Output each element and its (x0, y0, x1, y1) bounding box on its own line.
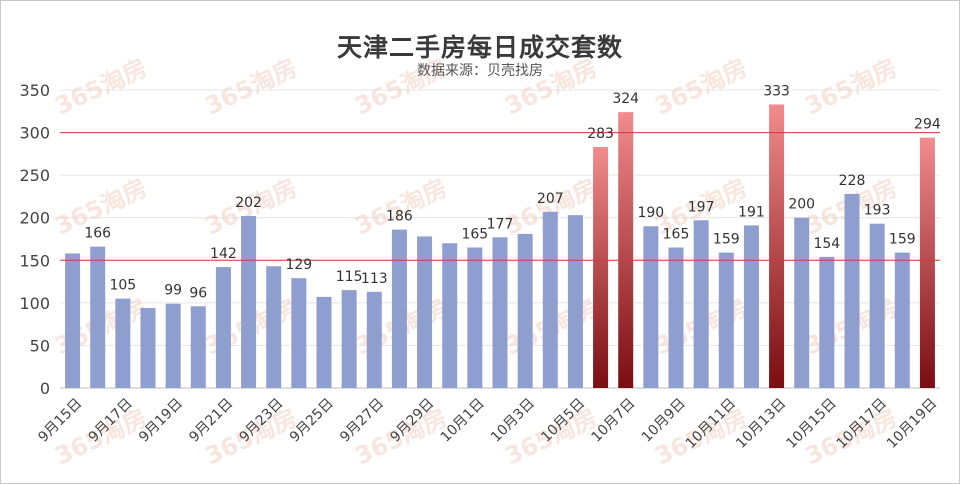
bar (894, 252, 910, 388)
bar (140, 307, 156, 388)
data-label: 154 (813, 236, 840, 252)
highlighted-bar (593, 147, 609, 388)
bar (90, 246, 106, 388)
y-tick-label: 300 (19, 124, 50, 143)
data-label: 99 (164, 283, 182, 299)
bar (391, 229, 407, 388)
bar (65, 253, 81, 388)
bar (241, 216, 257, 388)
y-tick-label: 350 (19, 81, 50, 100)
bar (668, 247, 684, 388)
data-label: 142 (210, 246, 237, 262)
bar (794, 217, 810, 388)
y-tick-label: 250 (19, 166, 50, 185)
chart-subtitle: 数据来源：贝壳找房 (417, 63, 543, 79)
data-label: 324 (612, 91, 639, 107)
bar (693, 220, 709, 388)
data-label: 193 (864, 203, 891, 219)
highlighted-bar (618, 112, 634, 388)
data-label: 197 (688, 199, 715, 215)
data-label: 333 (763, 83, 790, 99)
y-tick-label: 150 (19, 251, 50, 270)
y-tick-label: 100 (19, 294, 50, 313)
bars (65, 104, 935, 388)
bar (266, 266, 282, 388)
data-label: 283 (587, 126, 614, 142)
bar (567, 215, 583, 388)
bar (517, 233, 533, 388)
bar (542, 211, 558, 388)
data-label: 159 (889, 232, 916, 248)
data-label: 202 (235, 195, 262, 211)
chart-title: 天津二手房每日成交套数 (336, 33, 623, 62)
data-label: 165 (663, 227, 690, 243)
data-label: 115 (336, 269, 363, 285)
data-label: 207 (537, 191, 564, 207)
bar (190, 306, 206, 388)
data-label: 228 (839, 173, 866, 189)
bar (291, 278, 307, 388)
data-label: 165 (461, 227, 488, 243)
y-tick-label: 200 (19, 209, 50, 228)
data-label: 105 (109, 278, 136, 294)
y-axis-ticks: 0 50 100 150 200 250 300 350 (19, 81, 50, 398)
data-label: 200 (788, 197, 815, 213)
highlighted-bar (769, 104, 785, 388)
data-label: 113 (361, 271, 388, 287)
data-label: 159 (713, 232, 740, 248)
data-label: 294 (914, 117, 941, 133)
data-label: 177 (487, 216, 514, 232)
bar (215, 267, 231, 388)
bar (165, 303, 181, 388)
data-label: 191 (738, 204, 765, 220)
y-tick-label: 50 (30, 336, 50, 355)
data-label: 186 (386, 209, 413, 225)
reference-lines (60, 132, 940, 261)
highlighted-bar (919, 137, 935, 388)
bar (869, 223, 885, 388)
bar (819, 256, 835, 388)
data-label: 96 (189, 285, 207, 301)
y-tick-label: 0 (40, 379, 50, 398)
bar (844, 193, 860, 388)
data-label: 166 (84, 226, 111, 242)
bar (417, 236, 433, 388)
bar (492, 237, 508, 388)
bar (366, 291, 382, 388)
bar (341, 290, 357, 388)
bar (467, 247, 483, 388)
bar (316, 296, 332, 388)
bar (718, 252, 734, 388)
bar (643, 226, 659, 388)
data-label: 190 (637, 205, 664, 221)
bar (115, 298, 131, 388)
bar (743, 225, 759, 388)
data-label: 129 (285, 257, 312, 273)
bar (442, 243, 458, 388)
